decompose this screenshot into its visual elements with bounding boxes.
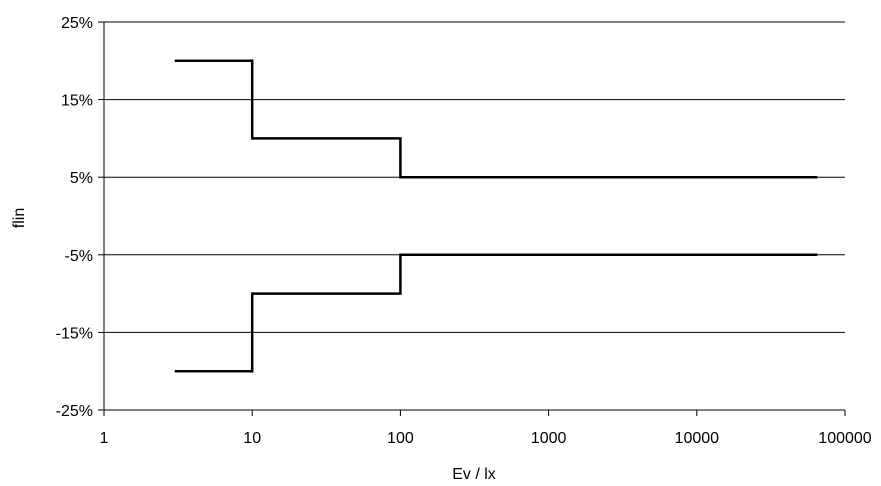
y-tick-label: 15% [61,93,93,110]
upper-limit-line [174,59,818,179]
y-tick-label: 25% [61,15,93,32]
x-tick-labels: 1 10 100 1000 10000 100000 [100,430,872,447]
plot-series [174,59,818,373]
y-axis-label: flin [11,208,28,228]
y-tick-label: 5% [70,170,93,187]
x-axis-label: Ev / lx [452,466,496,483]
lower-limit-line [174,253,818,373]
x-tick-label: 10 [243,430,261,447]
y-tick-label: -5% [65,248,93,265]
x-tick-label: 10000 [675,430,720,447]
x-tick-label: 1 [100,430,109,447]
y-tick-label: -25% [56,403,93,420]
gridlines [104,21,845,411]
axes [98,21,846,416]
x-tick-label: 100 [387,430,414,447]
x-tick-label: 1000 [531,430,567,447]
y-tick-labels: 25% 15% 5% -5% -15% -25% [56,15,93,420]
x-tick-label: 100000 [818,430,871,447]
y-tick-label: -15% [56,325,93,342]
